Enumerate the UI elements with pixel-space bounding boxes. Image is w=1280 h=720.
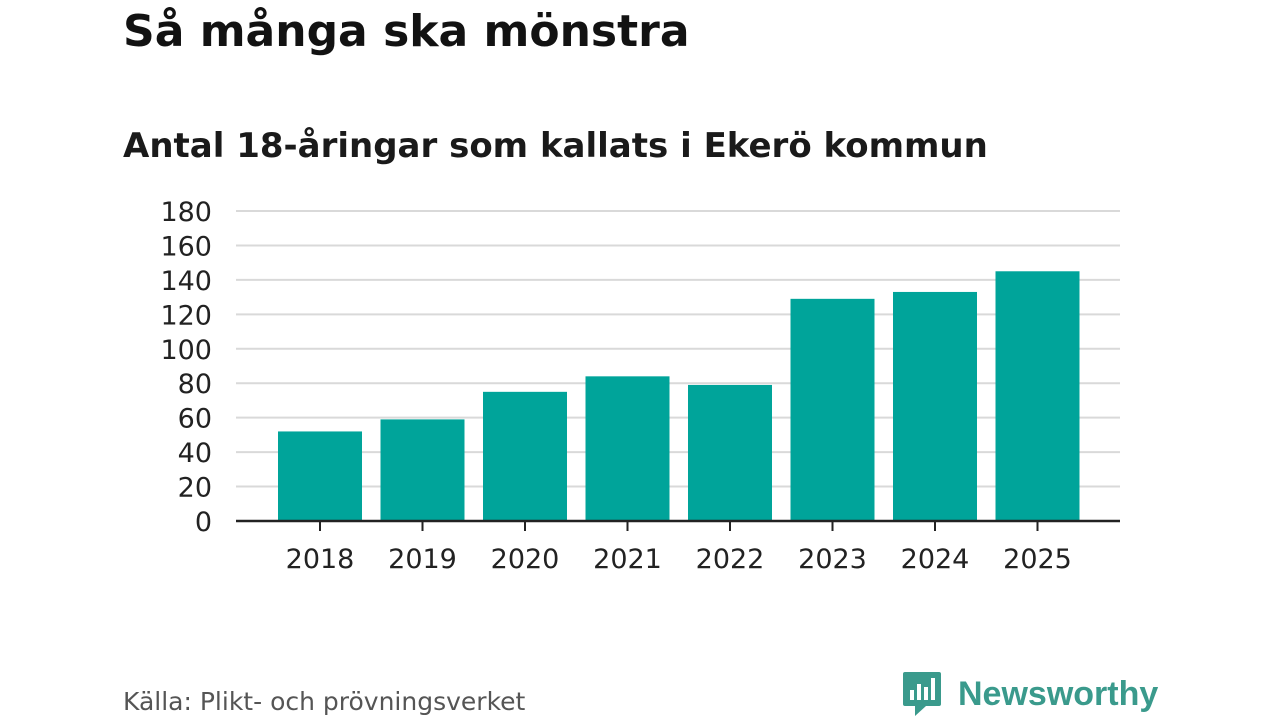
bar-2018 [278,431,362,521]
x-tick-label: 2021 [593,544,662,575]
y-tick-label: 80 [178,369,212,400]
bar-2023 [790,298,875,521]
source-note: Källa: Plikt- och prövningsverket [123,687,526,716]
y-tick-label: 100 [160,335,212,366]
x-tick-label: 2020 [491,544,560,575]
y-tick-label: 60 [178,404,212,435]
bar-2025 [995,271,1080,521]
x-tick-label: 2019 [388,544,457,575]
brand-logo[interactable]: Newsworthy [902,669,1158,719]
gridlines [236,210,1120,488]
y-tick-label: 140 [160,266,212,297]
x-tick-label: 2018 [286,544,355,575]
x-tick-label: 2023 [798,544,867,575]
y-tick-label: 20 [178,473,212,504]
y-tick-label: 160 [160,231,212,262]
x-tick-label: 2024 [901,544,970,575]
bars [278,271,1080,521]
y-tick-label: 0 [195,507,212,538]
y-tick-label: 40 [178,438,212,469]
bar-2021 [585,376,670,521]
bar-2022 [688,384,772,521]
x-tick-label: 2022 [696,544,765,575]
x-axis-ticks: 2018 2019 2020 2021 2022 2023 2024 2025 [236,519,1120,575]
x-tick-label: 2025 [1003,544,1072,575]
bar-2024 [893,291,977,521]
brand-name: Newsworthy [958,674,1159,713]
chart-title: Så många ska mönstra [123,6,690,57]
y-tick-label: 180 [160,197,212,228]
bar-2020 [483,391,567,521]
newsworthy-logo-icon [903,672,941,716]
y-tick-label: 120 [160,300,212,331]
bar-2019 [380,419,465,521]
chart-subtitle: Antal 18-åringar som kallats i Ekerö kom… [123,126,988,166]
